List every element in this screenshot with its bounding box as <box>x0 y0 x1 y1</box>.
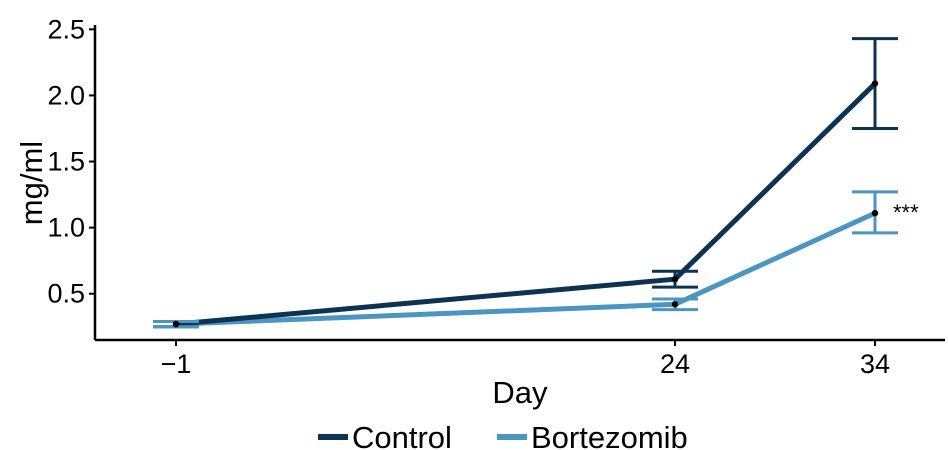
labels-layer: 0.5 1.0 1.5 2.0 2.5 −1 24 34 Day mg/ml *** <box>14 14 919 410</box>
x-tick-label: −1 <box>161 349 192 379</box>
x-axis-title: Day <box>492 375 548 410</box>
y-tick-label: 2.5 <box>47 14 85 44</box>
x-tick-label: 34 <box>860 349 890 379</box>
significance-annotation: *** <box>893 200 919 225</box>
legend: Control Bortezomib <box>318 420 688 450</box>
series-line-control <box>176 84 875 325</box>
x-tick-label: 24 <box>660 349 690 379</box>
axes <box>89 25 945 346</box>
y-tick-label: 0.5 <box>47 279 85 309</box>
legend-label-bortezomib: Bortezomib <box>531 420 688 450</box>
y-tick-label: 1.0 <box>47 213 85 243</box>
data-point-bortezomib <box>672 301 678 307</box>
data-point-control <box>672 276 678 282</box>
series-line-bortezomib <box>176 213 875 324</box>
legend-label-control: Control <box>352 420 452 450</box>
series-layer <box>153 39 898 328</box>
y-tick-label: 1.5 <box>47 147 85 177</box>
y-axis-title: mg/ml <box>14 141 49 225</box>
data-point-control <box>872 80 878 86</box>
data-point-bortezomib <box>872 210 878 216</box>
data-point-bortezomib <box>173 321 179 327</box>
y-tick-label: 2.0 <box>47 80 85 110</box>
